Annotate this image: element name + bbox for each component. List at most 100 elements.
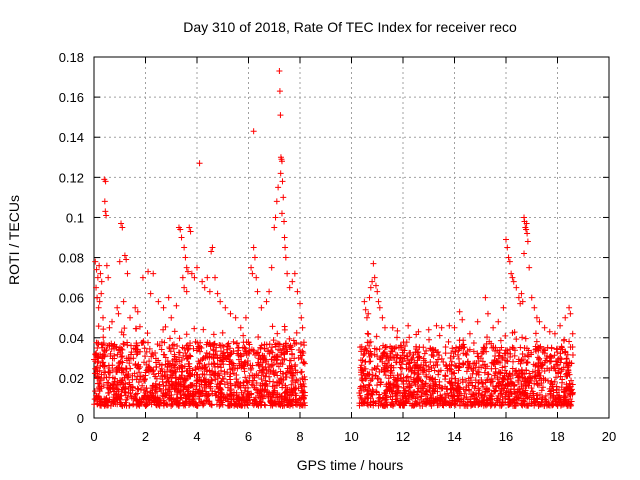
data-point (551, 330, 558, 337)
data-point (438, 355, 445, 362)
data-point (433, 397, 440, 404)
data-point (173, 302, 180, 309)
data-point (210, 347, 217, 354)
data-point (183, 331, 190, 338)
data-point (523, 360, 530, 367)
data-point (436, 352, 443, 359)
data-point (255, 361, 262, 368)
data-point (492, 352, 499, 359)
data-point (280, 194, 287, 201)
data-point (469, 391, 476, 398)
data-point (490, 324, 497, 331)
data-point (421, 350, 428, 357)
data-point (153, 397, 160, 404)
data-point (561, 398, 568, 405)
data-point (437, 394, 444, 401)
data-point (557, 396, 564, 403)
data-point (160, 326, 167, 333)
data-point (159, 378, 166, 385)
data-point (373, 388, 380, 395)
data-point (118, 329, 125, 336)
data-point (176, 402, 183, 409)
data-point (447, 354, 454, 361)
data-point (569, 344, 576, 351)
data-point (281, 234, 288, 241)
data-point (282, 382, 289, 389)
data-point (152, 350, 159, 357)
data-point (186, 401, 193, 408)
data-point (224, 391, 231, 398)
data-point (256, 367, 263, 374)
data-point (169, 357, 176, 364)
data-point (411, 369, 418, 376)
data-point (502, 367, 509, 374)
data-point (137, 348, 144, 355)
data-point (405, 322, 412, 329)
data-point (376, 397, 383, 404)
data-point (561, 336, 568, 343)
data-point (189, 367, 196, 374)
data-point (225, 353, 232, 360)
data-point (558, 356, 565, 363)
data-point (228, 386, 235, 393)
data-point (206, 288, 213, 295)
data-point (381, 368, 388, 375)
data-point (276, 68, 283, 75)
data-point (496, 352, 503, 359)
data-point (265, 347, 272, 354)
data-point (378, 354, 385, 361)
data-point (557, 402, 564, 409)
data-point (294, 288, 301, 295)
data-point (186, 369, 193, 376)
data-point (481, 369, 488, 376)
data-point (502, 332, 509, 339)
data-point (357, 344, 364, 351)
data-point (161, 400, 168, 407)
data-point (194, 264, 200, 271)
data-point (120, 340, 127, 347)
data-point (275, 184, 282, 191)
data-point (153, 388, 160, 395)
data-point (292, 396, 299, 403)
data-point (481, 345, 488, 352)
data-point (262, 377, 269, 384)
data-point (123, 396, 130, 403)
data-point (242, 374, 249, 381)
data-point (503, 236, 509, 243)
data-point (186, 224, 193, 231)
data-point (97, 270, 104, 277)
data-point (417, 402, 424, 409)
data-point (113, 344, 120, 351)
data-point (171, 364, 178, 371)
data-point (531, 400, 538, 407)
data-point (526, 264, 533, 271)
data-point (442, 394, 449, 401)
data-point (255, 392, 262, 399)
data-point (234, 350, 241, 357)
data-point (497, 337, 504, 344)
data-point (549, 381, 556, 388)
data-point (225, 340, 232, 347)
data-point (399, 346, 406, 353)
data-point (118, 365, 125, 372)
data-point (276, 88, 283, 95)
data-point (483, 397, 490, 404)
data-point (118, 220, 125, 227)
data-point (383, 401, 390, 408)
data-point (216, 402, 223, 409)
data-point (148, 353, 155, 360)
data-point (498, 344, 505, 351)
data-point (551, 365, 558, 372)
data-point (448, 361, 455, 368)
data-point (111, 391, 118, 398)
data-point (524, 359, 531, 366)
data-point (534, 392, 541, 399)
data-point (563, 359, 570, 366)
data-point (357, 385, 364, 392)
data-point (221, 368, 228, 375)
y-tick-label: 0 (77, 411, 84, 426)
data-point (475, 379, 482, 386)
data-point (394, 383, 401, 390)
data-point (274, 330, 281, 337)
data-point (293, 329, 300, 336)
